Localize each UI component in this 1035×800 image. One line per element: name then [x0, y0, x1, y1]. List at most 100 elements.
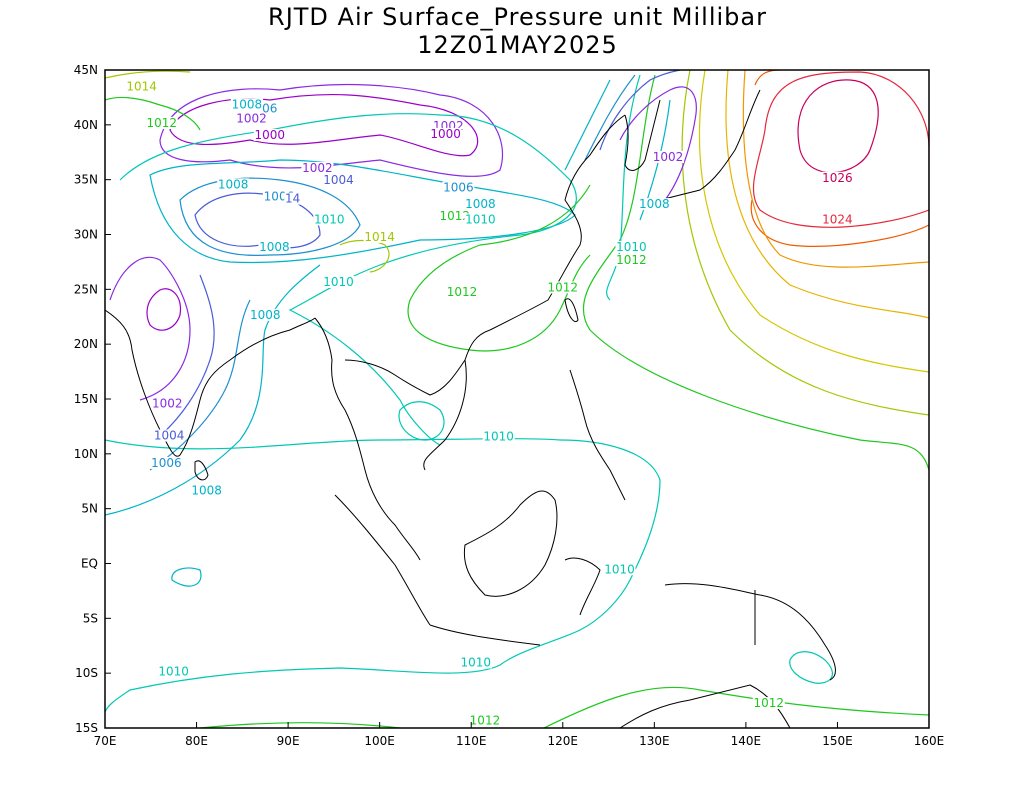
isobar-label: 1002 — [302, 161, 333, 175]
isobar-1012-westpak — [105, 96, 201, 131]
isobar-label: 1026 — [822, 171, 853, 185]
isobar-label-bg — [429, 127, 462, 140]
isobar-label-bg — [464, 213, 497, 226]
coast-sumatra — [334, 494, 431, 626]
lat-tick-label: 15N — [74, 392, 98, 406]
isobar-label: 1008 — [465, 197, 496, 211]
isobar-label-bg — [821, 171, 854, 184]
isobar-label-bg — [322, 173, 355, 186]
coast-philippines — [569, 369, 626, 501]
isobar-1006-tibet — [179, 177, 361, 257]
lat-tick-label: 45N — [74, 63, 98, 77]
isobar-label: 1004 — [323, 173, 354, 187]
isobar-1010-pocket — [789, 651, 833, 684]
coast-japan — [639, 89, 761, 206]
isobar-label-bg — [145, 116, 178, 129]
isobar-label: 1010 — [483, 430, 514, 444]
isobar-label-bg — [752, 697, 785, 710]
isobar-label: 1012 — [146, 116, 177, 130]
coast-vietnam — [423, 359, 467, 471]
coast-china — [489, 114, 626, 331]
isobar-label: 1002 — [653, 150, 684, 164]
lat-tick-label: 40N — [74, 118, 98, 132]
isobar-label: 1012 — [616, 253, 647, 267]
isobar-label: 06 — [262, 102, 277, 116]
isobar-label: 1006 — [443, 181, 474, 195]
isobar-label: 1010 — [158, 664, 189, 678]
isobar-1004-india — [154, 274, 215, 441]
isobar-label-bg — [253, 128, 286, 141]
isobar-label-bg — [284, 192, 302, 205]
lat-tick-label: 10S — [75, 666, 98, 680]
isobar-label: 1012 — [470, 714, 501, 728]
isobar-label-bg — [258, 240, 291, 253]
isobar-label-bg — [459, 656, 492, 669]
lon-tick-label: 150E — [822, 734, 853, 748]
isobar-label: 1006 — [151, 456, 182, 470]
isobar-label: 14 — [285, 192, 300, 206]
isobar-label-bg — [438, 210, 471, 223]
lon-tick-label: 70E — [94, 734, 117, 748]
map-title: RJTD Air Surface_Pressure unit Millibar — [268, 3, 767, 31]
isobar-label-bg — [190, 484, 223, 497]
coast-taiwan — [564, 298, 579, 323]
isobar-label-bg — [157, 665, 190, 678]
isobar-label-bg — [482, 430, 515, 443]
isobar-label: 1024 — [822, 212, 853, 226]
isobar-label: 1012 — [754, 696, 785, 710]
lat-tick-label: 10N — [74, 447, 98, 461]
map-datetime: 12Z01MAY2025 — [417, 31, 618, 59]
isobar-label: 1008 — [639, 197, 670, 211]
isobar-label-bg — [442, 181, 475, 194]
lon-tick-label: 130E — [639, 734, 670, 748]
isobar-label-bg — [153, 429, 186, 442]
isobar-label-bg — [546, 281, 579, 294]
isobar-label: 1012 — [548, 280, 579, 294]
coast-korea — [624, 99, 661, 171]
isobar-1006-korea — [584, 74, 636, 161]
isobar-1004-korea — [599, 70, 681, 151]
lon-tick-label: 90E — [277, 734, 300, 748]
isobar-label-bg — [464, 198, 497, 211]
coast-java — [429, 624, 541, 646]
isobar-1018 — [725, 70, 929, 319]
isobar-label-bg — [615, 240, 648, 253]
isobar-1008-tibet — [149, 159, 576, 264]
isobar-label: 1008 — [218, 177, 249, 191]
isobar-label-bg — [652, 150, 685, 163]
isobar-1024 — [752, 71, 929, 228]
isobar-1012-pacific — [582, 74, 929, 471]
isobar-label-bg — [301, 161, 334, 174]
isobar-label: 1008 — [232, 97, 263, 111]
isobar-label-bg — [313, 213, 346, 226]
lon-tick-label: 110E — [456, 734, 487, 748]
isobar-label-bg — [249, 308, 282, 321]
lat-tick-label: 20N — [74, 337, 98, 351]
lon-tick-label: 100E — [364, 734, 395, 748]
coast-india — [105, 309, 316, 457]
isobar-label: 1002 — [152, 397, 183, 411]
isobar-1014-westpak — [105, 70, 390, 273]
isobar-label-bg — [363, 230, 396, 243]
isobar-label: 1008 — [259, 240, 290, 254]
isobar-label: 1010 — [465, 212, 496, 226]
isobar-label: 1014 — [364, 230, 395, 244]
isobar-label: 1004 — [154, 428, 185, 442]
isobar-label-bg — [603, 563, 636, 576]
isobar-label-bg — [821, 213, 854, 226]
isobar-label-bg — [151, 397, 184, 410]
latitude-axis: 45N 40N 35N 30N 25N 20N 15N 10N 5N EQ 5S 10S 15S — [74, 63, 111, 735]
lat-tick-label: EQ — [81, 557, 98, 571]
isobar-label-bg — [261, 102, 279, 115]
coast-borneo — [463, 490, 558, 597]
isobar-1002-india — [109, 256, 191, 401]
isobar-1002-korea — [619, 86, 697, 201]
isobar-label: 1000 — [430, 127, 461, 141]
isobar-1010-central — [119, 113, 577, 446]
isobar-1008-india — [105, 264, 321, 516]
longitude-axis: 70E 80E 90E 100E 110E 120E 130E 140E 150E 160E — [94, 722, 944, 748]
isobar-lines — [105, 70, 929, 728]
lon-tick-label: 80E — [185, 734, 208, 748]
